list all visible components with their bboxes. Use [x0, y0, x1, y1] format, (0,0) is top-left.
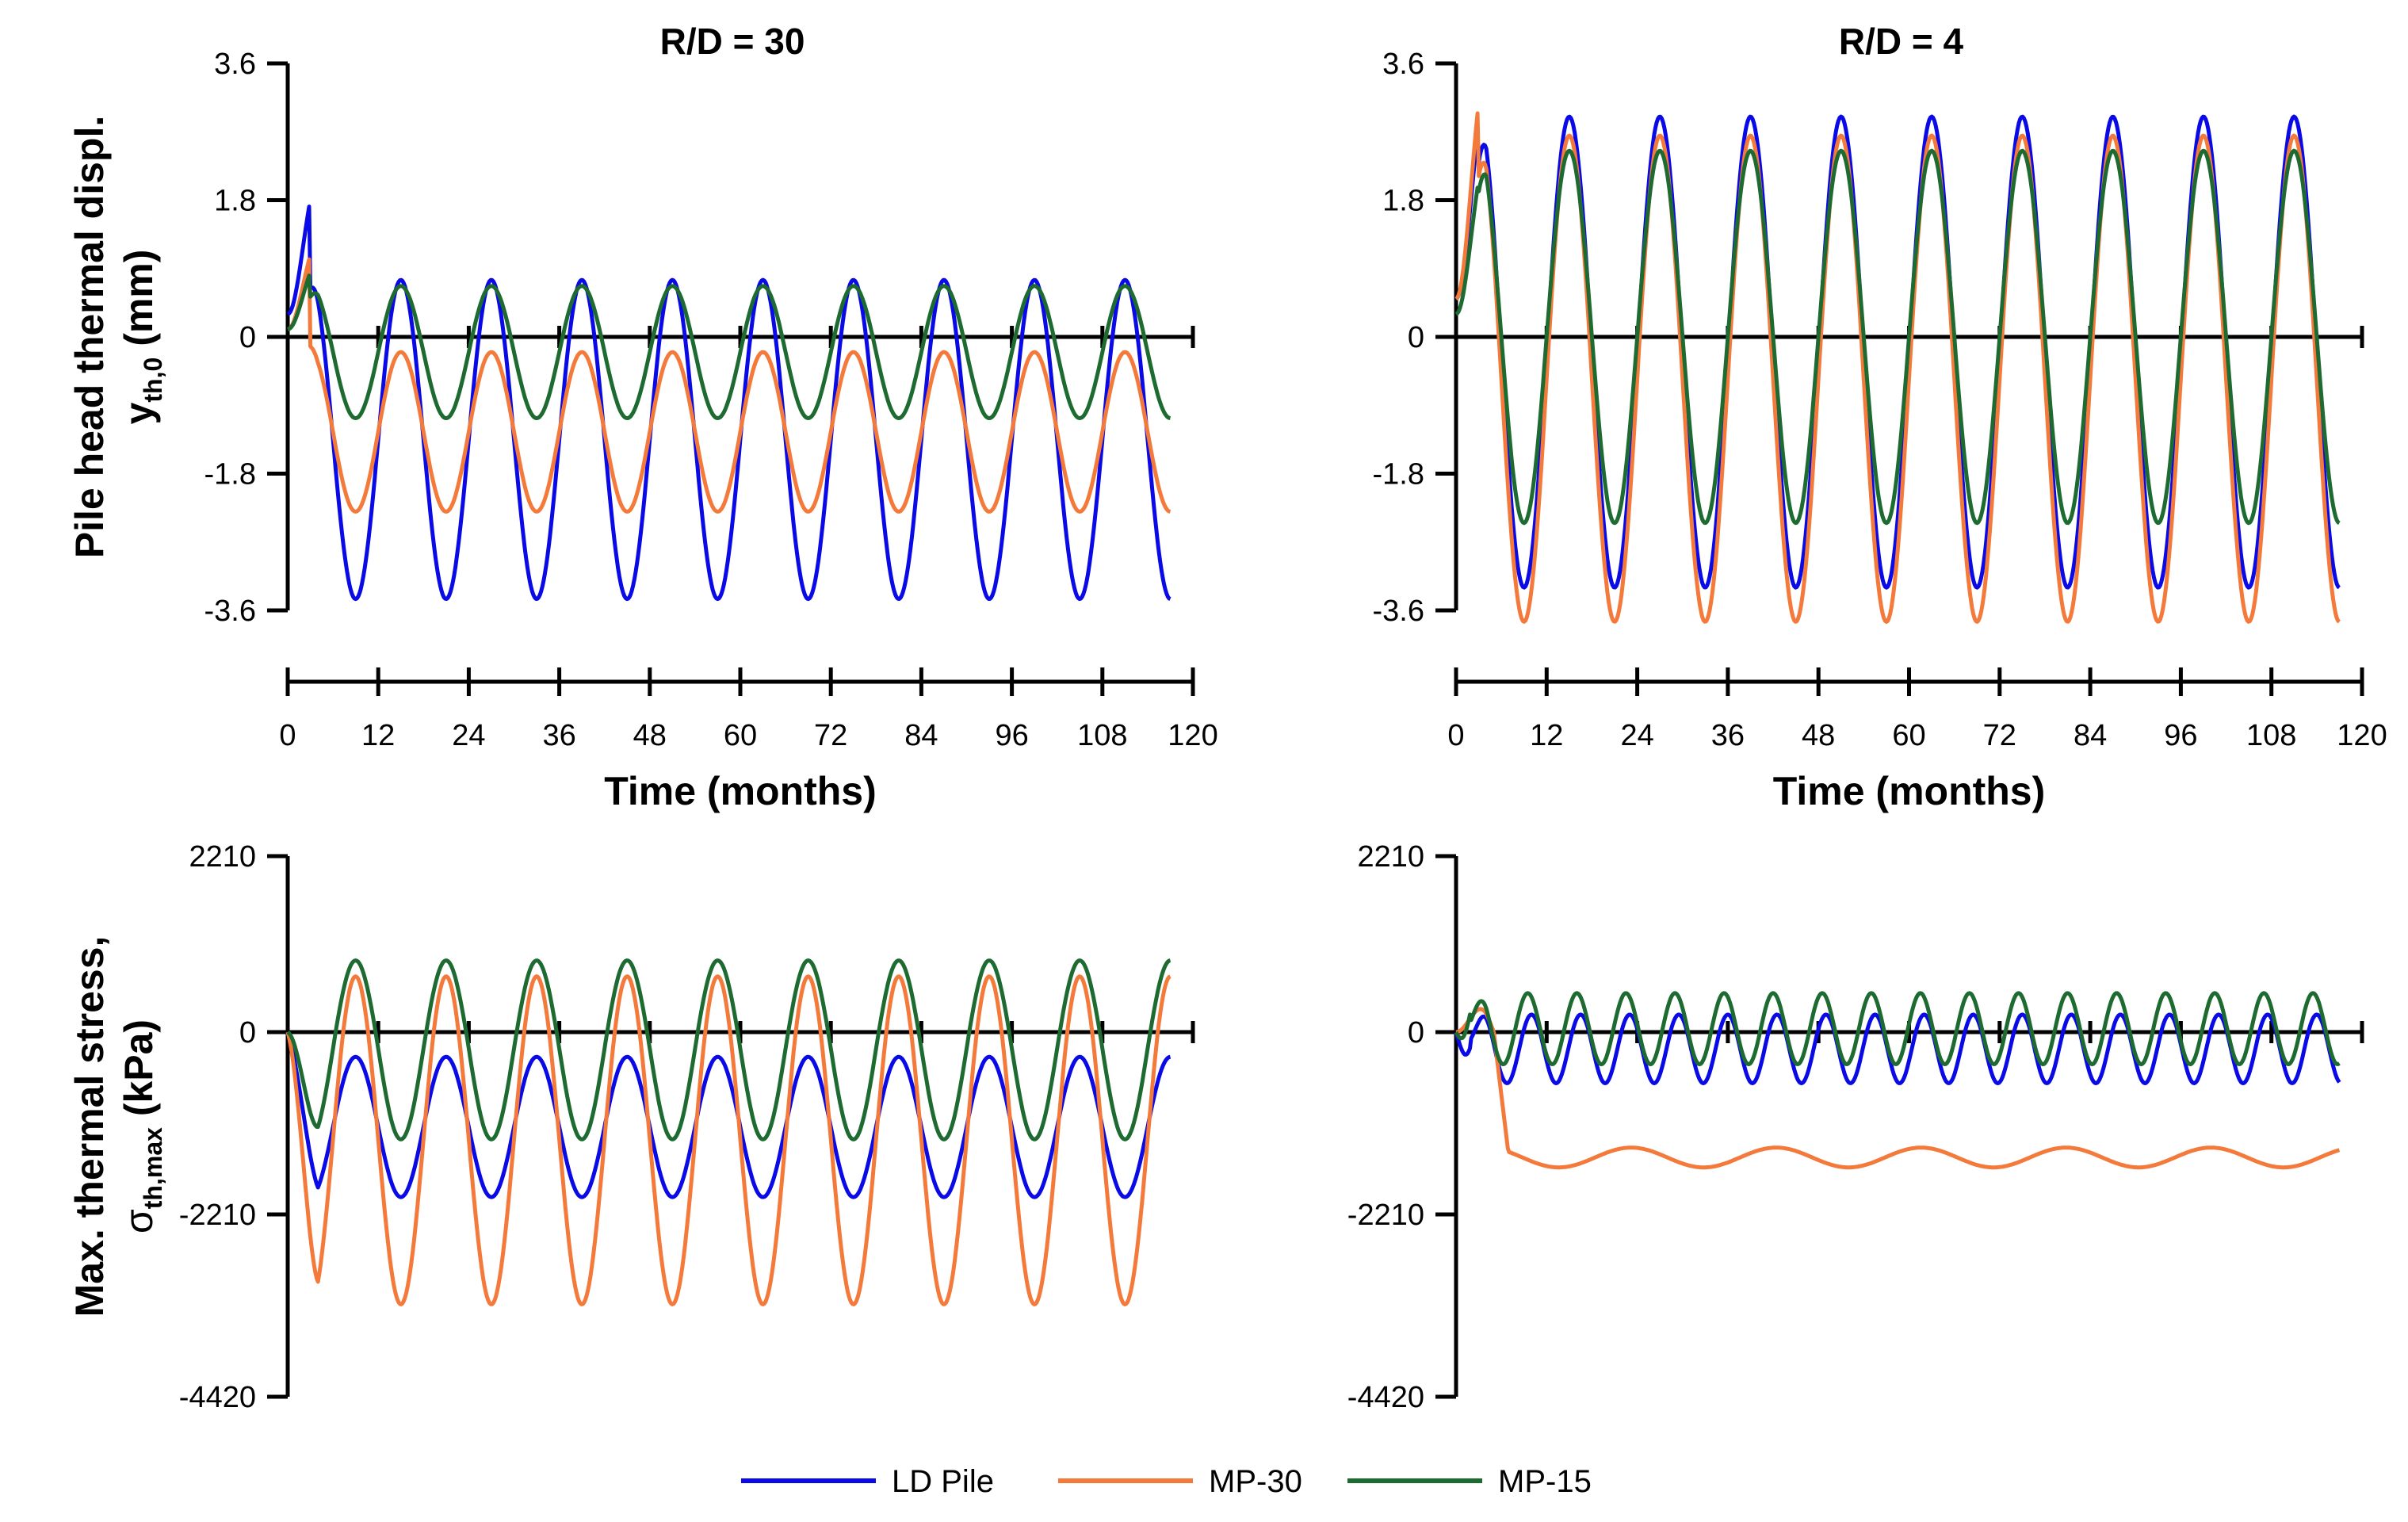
series-line-mp-30 [285, 974, 1172, 1306]
y-tick-label: -2210 [1347, 1199, 1424, 1232]
series-line-mp-30 [1455, 1007, 2341, 1170]
y-axis-title-line2: yth,0 (mm) [117, 250, 167, 425]
y-tick-label: 3.6 [1382, 48, 1424, 81]
x-tick-label: 84 [904, 719, 938, 752]
x-tick-label: 36 [1711, 719, 1745, 752]
y-tick-label: 1.8 [214, 185, 256, 218]
legend-label: MP-30 [1209, 1464, 1302, 1499]
x-axis-title: Time (months) [1773, 769, 2046, 813]
y-axis-unit: (kPa) [117, 1019, 161, 1127]
chart-title: R/D = 4 [1839, 21, 1964, 62]
series-line-mp-30 [1454, 111, 2341, 624]
y-tick-label: -3.6 [204, 595, 256, 628]
legend-item-ld-pile: LD Pile [741, 1464, 994, 1499]
chart-panel-1: R/D = 30 3.6 1.8 0 -1.8 -3.6 0 12 24 36 48 60 72 84 96… [67, 21, 1218, 813]
y-tick-label: 3.6 [214, 48, 256, 81]
series-line-mp-15 [287, 273, 1172, 420]
series-line-mp-30 [287, 257, 1172, 514]
series-line-ld-pile [286, 205, 1172, 602]
y-tick-label: -4420 [179, 1381, 256, 1414]
y-tick-label: -3.6 [1373, 595, 1424, 628]
x-tick-label: 72 [814, 719, 847, 752]
x-axis-title: Time (months) [604, 769, 877, 813]
x-tick-label: 108 [2246, 719, 2296, 752]
x-tick-label: 120 [2337, 719, 2387, 752]
y-tick-label: 2210 [189, 840, 256, 874]
series-line-mp-15 [1454, 148, 2341, 526]
x-tick-label: 108 [1077, 719, 1127, 752]
y-axis-unit: (mm) [117, 250, 161, 358]
y-tick-label: 0 [239, 321, 256, 354]
x-tick-label: 72 [1983, 719, 2016, 752]
chart-title: R/D = 30 [660, 21, 805, 62]
y-axis-title-line1: Max. thermal stress, [67, 936, 112, 1317]
y-axis-symbol: σ [117, 1209, 161, 1233]
y-axis-subscript: th,max [139, 1127, 167, 1209]
y-tick-label: -1.8 [1373, 458, 1424, 491]
y-axis-title-line2: σth,max (kPa) [117, 1019, 167, 1233]
legend-item-mp-15: MP-15 [1347, 1464, 1592, 1499]
x-tick-label: 36 [542, 719, 575, 752]
x-tick-label: 0 [1447, 719, 1464, 752]
y-axis-title: Max. thermal stress, σth,max (kPa) [67, 936, 167, 1317]
legend-label: LD Pile [892, 1464, 994, 1499]
y-axis-subscript: th,0 [139, 358, 167, 403]
y-tick-label: 0 [1408, 321, 1424, 354]
y-tick-label: -4420 [1347, 1381, 1424, 1414]
series-line-mp-15 [286, 958, 1172, 1142]
legend: LD Pile MP-30 MP-15 [741, 1464, 1592, 1499]
y-tick-label: 0 [1408, 1016, 1424, 1050]
x-tick-label: 12 [361, 719, 395, 752]
x-tick-label: 60 [1892, 719, 1925, 752]
legend-label: MP-15 [1498, 1464, 1592, 1499]
legend-item-mp-30: MP-30 [1058, 1464, 1302, 1499]
y-tick-label: 1.8 [1382, 185, 1424, 218]
series-line-mp-15 [1454, 991, 2341, 1067]
x-tick-label: 24 [1620, 719, 1653, 752]
x-tick-label: 96 [2164, 719, 2197, 752]
y-axis-title-line1: Pile head thermal displ. [67, 116, 112, 559]
series-line-ld-pile [1454, 1012, 2341, 1085]
y-tick-label: -2210 [179, 1199, 256, 1232]
y-tick-label: -1.8 [204, 458, 256, 491]
y-tick-label: 0 [239, 1016, 256, 1050]
x-tick-label: 120 [1168, 719, 1217, 752]
chart-panel-3: 2210 0 -2210 -4420 Max. thermal stress, σth,m… [67, 840, 1195, 1414]
x-tick-label: 12 [1530, 719, 1563, 752]
x-tick-label: 96 [995, 719, 1028, 752]
chart-panel-2: R/D = 4 3.6 1.8 0 -1.8 -3.6 0 12 24 36 48 60 72 84 96 1… [1373, 21, 2387, 813]
x-tick-label: 0 [279, 719, 296, 752]
series-line-ld-pile [285, 1031, 1172, 1199]
y-tick-label: 2210 [1357, 840, 1424, 874]
chart-panel-4: 2210 0 -2210 -4420 [1347, 840, 2364, 1414]
x-tick-label: 84 [2074, 719, 2107, 752]
x-tick-label: 60 [724, 719, 757, 752]
x-tick-label: 48 [633, 719, 667, 752]
y-axis-title: Pile head thermal displ. yth,0 (mm) [67, 116, 167, 559]
y-axis-symbol: y [117, 402, 161, 424]
x-tick-label: 48 [1802, 719, 1835, 752]
x-tick-label: 24 [452, 719, 485, 752]
